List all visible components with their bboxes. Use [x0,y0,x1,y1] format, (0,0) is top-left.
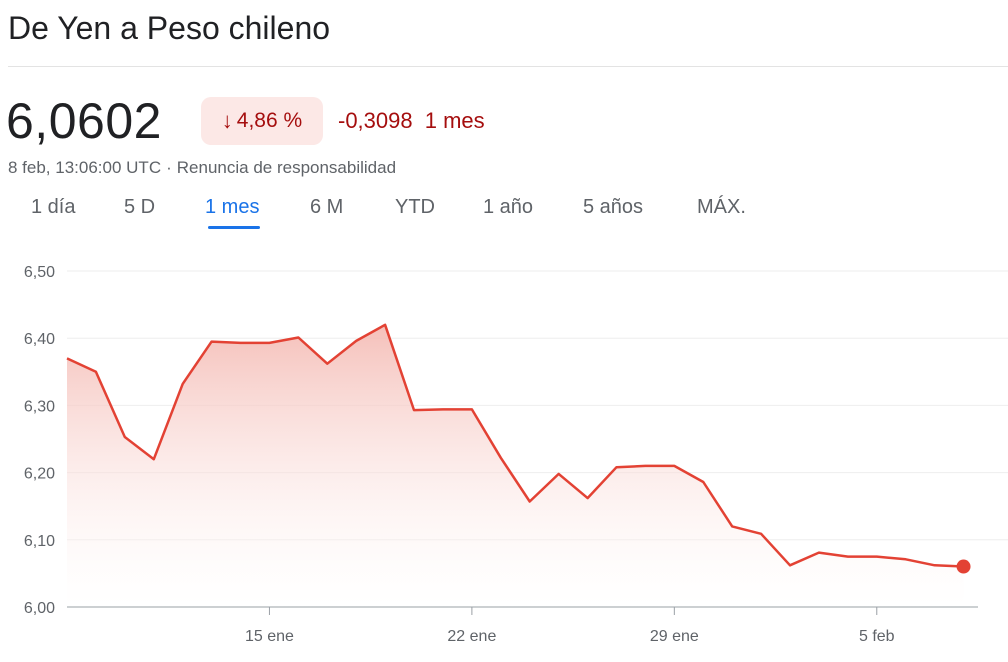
timestamp-row: 8 feb, 13:06:00 UTC · Renuncia de responsa… [8,158,396,178]
y-tick-label: 6,40 [24,331,55,348]
change-absolute-row: -0,3098 1 mes [338,108,485,134]
last-point-marker [956,559,971,574]
y-tick-label: 6,20 [24,466,55,483]
tab-5-d[interactable]: 5 D [124,196,156,218]
x-axis-ticks: 15 ene 22 ene 29 ene 5 feb [245,607,895,645]
series-line [66,323,964,568]
y-axis-ticks: 6,00 6,10 6,20 6,30 6,40 6,50 [24,264,55,617]
tab-ytd[interactable]: YTD [395,196,435,218]
y-tick-label: 6,10 [24,533,55,550]
tab-1-dia[interactable]: 1 día [31,196,76,218]
price-chart[interactable]: 6,00 6,10 6,20 6,30 6,40 6,50 15 ene 22 ene 29 … [0,250,1008,662]
x-tick-label: 29 ene [650,628,699,645]
active-tab-indicator [208,226,260,229]
x-tick-label: 22 ene [447,628,496,645]
tab-1-ano[interactable]: 1 año [483,196,534,218]
page-title: De Yen a Peso chileno [8,10,331,46]
y-tick-label: 6,30 [24,398,55,415]
y-tick-label: 6,00 [24,600,55,617]
header-divider [8,66,1008,67]
change-percent: 4,86 % [236,109,303,132]
change-period: 1 mes [424,108,485,133]
tab-6-m[interactable]: 6 M [310,196,344,218]
tab-max[interactable]: MÁX. [697,196,746,218]
tab-1-mes[interactable]: 1 mes [205,196,260,218]
arrow-down-icon: ↓ [221,108,233,133]
change-absolute: -0,3098 [338,108,413,133]
x-tick-label: 15 ene [245,628,294,645]
tab-5-anos[interactable]: 5 años [583,196,644,218]
series-area [67,324,964,607]
separator-dot: · [166,158,172,177]
current-price: 6,0602 [6,93,162,149]
timestamp: 8 feb, 13:06:00 UTC [8,158,162,177]
x-tick-label: 5 feb [859,628,895,645]
disclaimer-link[interactable]: Renuncia de responsabilidad [176,158,397,177]
change-percent-badge: ↓ 4,86 % [201,97,323,145]
y-tick-label: 6,50 [24,264,55,281]
